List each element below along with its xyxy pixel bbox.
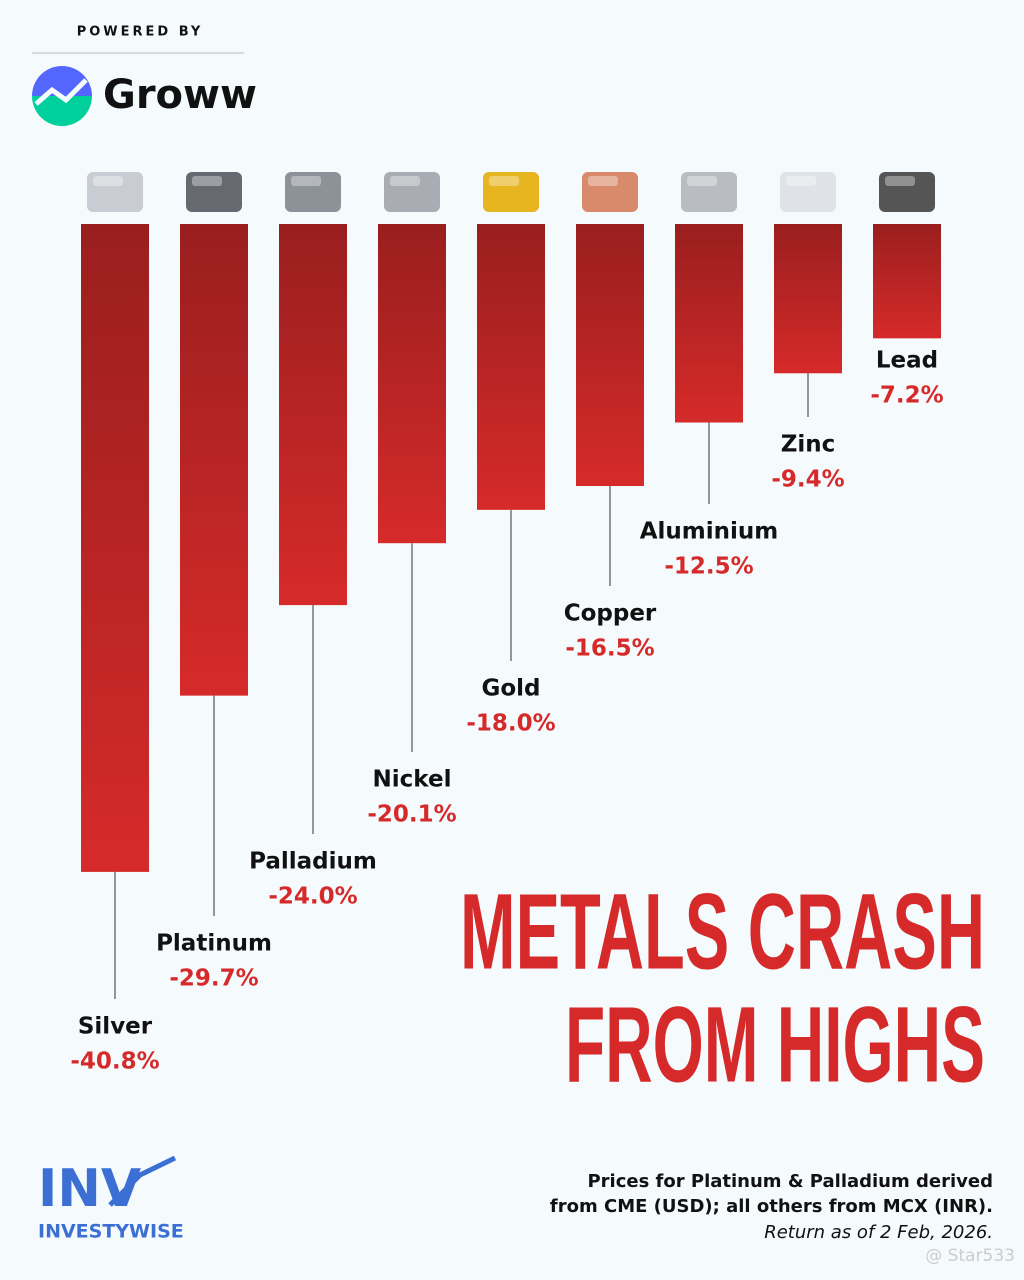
category-label: Gold [481,676,540,702]
category-label: Zinc [781,432,836,458]
metal-icon-highlight [489,176,519,186]
metal-icon [186,172,242,212]
bar-shade [576,224,644,487]
footnote: from CME (USD); all others from MCX (INR… [550,1196,993,1217]
metal-icon-highlight [786,176,816,186]
category-label: Platinum [156,931,272,957]
category-label: Nickel [373,767,452,793]
category-label: Aluminium [640,519,779,545]
category-label: Silver [78,1014,153,1040]
value-label: -18.0% [466,711,555,737]
footnote: Prices for Platinum & Palladium derived [587,1171,993,1192]
metal-icon [879,172,935,212]
metal-icon-highlight [192,176,222,186]
value-label: -16.5% [565,636,654,662]
value-label: -40.8% [70,1049,159,1075]
footnote: Return as of 2 Feb, 2026. [764,1222,993,1243]
brand: Groww [103,72,257,118]
value-label: -29.7% [169,966,258,992]
watermark: @ Star533 [925,1246,1015,1266]
value-label: -7.2% [870,383,943,409]
metal-icon-highlight [687,176,717,186]
category-label: Copper [564,601,657,627]
metal-icon [384,172,440,212]
category-label: Palladium [249,849,377,875]
bar-shade [774,224,842,374]
bar-shade [180,224,248,696]
bar-shade [873,224,941,339]
metal-icon [681,172,737,212]
metal-icon [483,172,539,212]
chart-title: FROM HIGHS [565,984,985,1105]
source-logo: INVESTYWISE [38,1221,184,1243]
metal-icon [285,172,341,212]
bar-shade [279,224,347,606]
metal-icon-highlight [390,176,420,186]
bar-shade [675,224,743,423]
metal-icon-highlight [588,176,618,186]
powered-by: POWERED BY [77,25,204,40]
metal-icon-highlight [885,176,915,186]
source-logo-arrow [108,1155,177,1207]
metal-icon-highlight [93,176,123,186]
value-label: -12.5% [664,554,753,580]
bar-shade [477,224,545,510]
value-label: -20.1% [367,802,456,828]
bar-shade [81,224,149,872]
chart-title: METALS CRASH [460,871,985,992]
value-label: -9.4% [771,467,844,493]
bar-shade [378,224,446,544]
groww-logo-mark [34,78,88,106]
category-label: Lead [876,348,938,374]
metal-icon [780,172,836,212]
value-label: -24.0% [268,884,357,910]
metal-icon [87,172,143,212]
metal-icon [582,172,638,212]
metal-icon-highlight [291,176,321,186]
